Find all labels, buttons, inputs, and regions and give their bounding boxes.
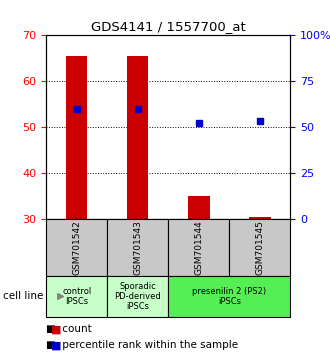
Text: GSM701542: GSM701542 [72, 221, 81, 275]
Text: GSM701545: GSM701545 [255, 220, 264, 275]
Title: GDS4141 / 1557700_at: GDS4141 / 1557700_at [91, 20, 246, 33]
Text: GSM701544: GSM701544 [194, 221, 203, 275]
Bar [229, 219, 290, 276]
Bar [107, 219, 168, 276]
Bar [168, 276, 290, 317]
Text: cell line: cell line [3, 291, 44, 302]
Bar [46, 276, 107, 317]
Text: GSM701543: GSM701543 [133, 220, 142, 275]
Text: Sporadic
PD-derived
iPSCs: Sporadic PD-derived iPSCs [115, 281, 161, 312]
Text: ■  count: ■ count [46, 324, 92, 334]
Text: control
IPSCs: control IPSCs [62, 287, 91, 306]
Bar [168, 219, 229, 276]
Text: presenilin 2 (PS2)
iPSCs: presenilin 2 (PS2) iPSCs [192, 287, 266, 306]
Bar [249, 217, 271, 219]
Text: ■: ■ [51, 324, 62, 334]
Bar [188, 196, 210, 219]
Bar [107, 276, 168, 317]
Bar [66, 56, 87, 219]
Bar [127, 56, 148, 219]
Text: ■: ■ [51, 340, 62, 350]
Bar [46, 219, 107, 276]
Text: ■  percentile rank within the sample: ■ percentile rank within the sample [46, 340, 238, 350]
